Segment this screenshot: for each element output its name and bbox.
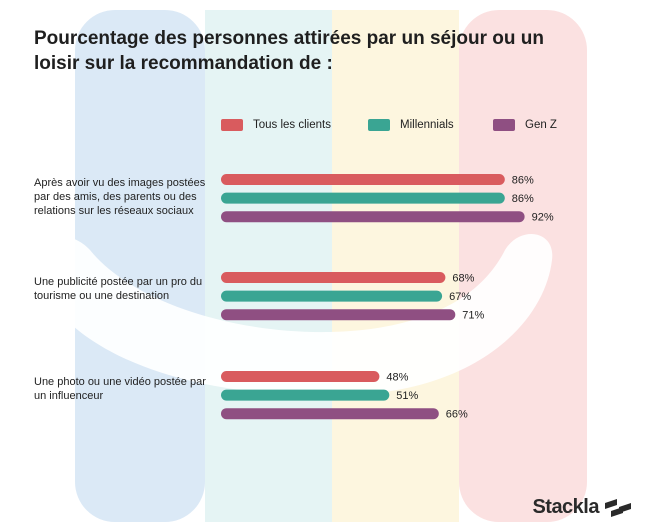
background-stripe [332,10,459,522]
background-stripe [205,10,332,522]
data-label: 48% [386,372,408,384]
legend-label: Tous les clients [253,119,331,131]
data-label: 67% [449,291,471,303]
bar [221,174,505,185]
data-label: 66% [446,409,468,421]
bar [221,272,446,283]
data-label: 86% [512,193,534,205]
data-label: 68% [452,273,474,285]
data-label: 86% [512,175,534,187]
legend-item-tous-les-clients: Tous les clients [221,118,331,132]
data-label: 51% [396,390,418,402]
background-stripes [28,10,587,522]
stackla-logo-icon [605,498,631,517]
legend-swatch [221,119,243,131]
bar [221,389,390,401]
bar [221,211,525,223]
background-stripe [75,10,205,522]
background-swoosh [28,233,553,396]
brand-name: Stackla [532,496,599,518]
bar [221,192,505,204]
category-label: Après avoir vu des images postées par de… [34,177,206,217]
bar [221,309,456,321]
bars-group: 86% 86% 92% 68% 67% 71% 48% 51% 66% [221,174,554,421]
category-label: Une photo ou une vidéo postée par un inf… [34,376,206,402]
bar [221,408,439,420]
chart-title: Pourcentage des personnes attirées par u… [34,28,544,74]
bar [221,290,443,302]
legend-label: Gen Z [525,119,557,131]
legend-label: Millennials [400,119,454,131]
legend-item-millennials: Millennials [368,118,454,132]
brand-logo: Stackla [532,496,633,519]
legend-swatch [493,119,515,131]
data-label: 92% [532,212,554,224]
bar [221,371,380,382]
legend-item-gen-z: Gen Z [493,118,557,132]
legend-swatch [368,119,390,131]
data-label: 71% [462,310,484,322]
category-label: Une publicité postée par un pro du touri… [34,276,203,302]
